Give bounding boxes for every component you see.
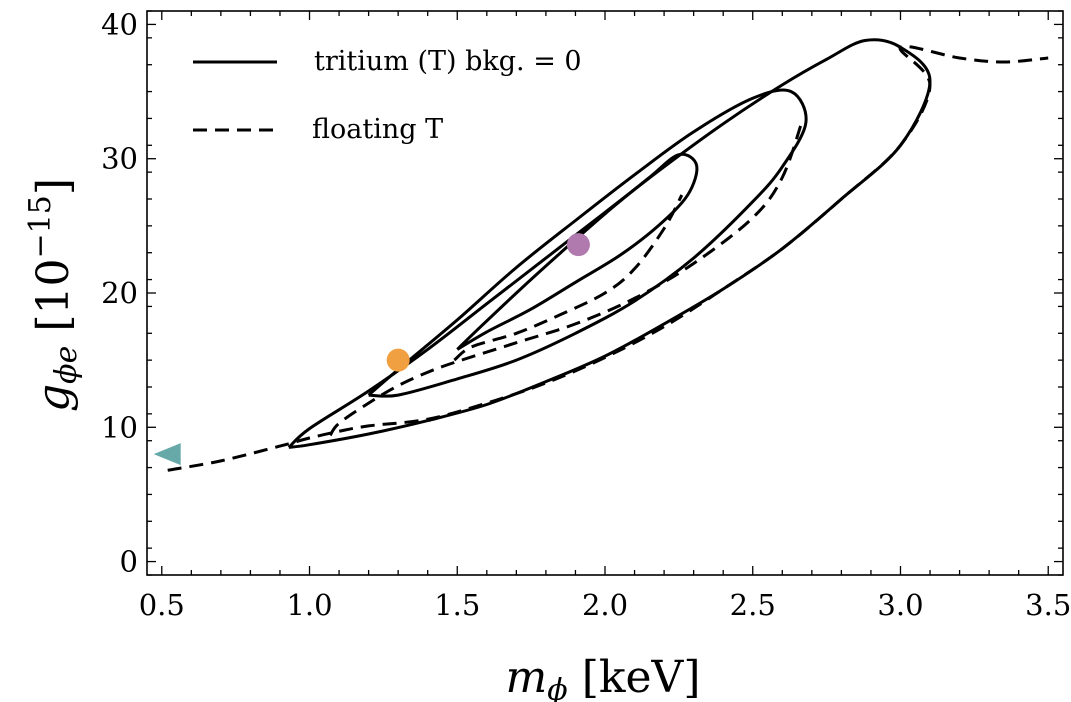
x-tick-label: 3.0 xyxy=(877,588,923,622)
legend-label-dashed: floating T xyxy=(312,114,443,145)
x-tick-label: 3.5 xyxy=(1025,588,1071,622)
y-tick-label: 30 xyxy=(101,142,138,176)
x-tick-label: 2.5 xyxy=(730,588,776,622)
markers xyxy=(153,233,590,466)
y-tick-label: 20 xyxy=(101,276,138,310)
y-axis-label: gϕe[10−15] xyxy=(23,178,84,412)
tritium-contour-1 xyxy=(367,88,808,398)
tritium-contour-0 xyxy=(456,152,699,351)
legend-label-solid: tritium (T) bkg. = 0 xyxy=(314,46,582,77)
y-tick-label: 10 xyxy=(101,410,138,444)
x-tick-label: 2.0 xyxy=(582,588,628,622)
x-tick-label: 1.0 xyxy=(286,588,332,622)
floating-t-contour-3 xyxy=(453,194,684,362)
floating-t-contour-4 xyxy=(328,117,805,437)
x-tick-label: 0.5 xyxy=(139,588,185,622)
marker-circle-1 xyxy=(386,348,410,372)
floating-t-contour-5 xyxy=(167,44,1049,472)
ticks: 0.5 1.0 1.5 2.0 2.5 3.0 3.5 0 10 20 30 40 xyxy=(101,7,1071,622)
tritium-contour-2 xyxy=(287,38,932,449)
marker-triangle-2 xyxy=(153,443,181,466)
curves xyxy=(167,38,1049,472)
y-tick-label: 0 xyxy=(120,545,138,579)
legend: tritium (T) bkg. = 0 floating T xyxy=(193,46,582,145)
y-tick-label: 40 xyxy=(101,7,138,41)
marker-circle-0 xyxy=(566,233,590,257)
x-axis-label: mϕ [keV] xyxy=(506,652,701,702)
plot-frame xyxy=(146,10,1064,576)
x-tick-label: 1.5 xyxy=(434,588,480,622)
